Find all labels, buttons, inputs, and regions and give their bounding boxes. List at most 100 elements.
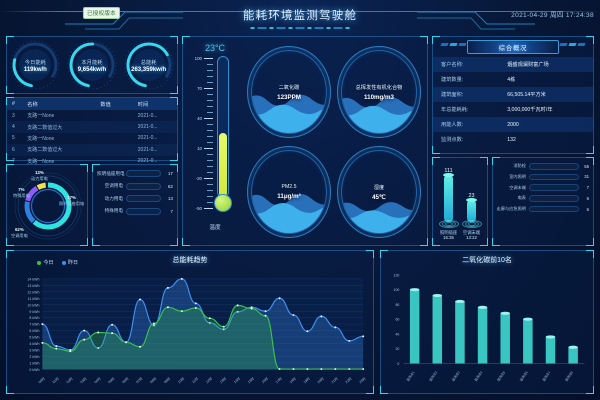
- trend-chart-plot: 0 kWh 1 kWh 2 kWh 3 kWh 4 kWh 5 kWh 6 kWh 7 kWh…: [7, 269, 373, 393]
- donut-label: 13% 动力用电: [31, 170, 48, 181]
- co2-chart-title: 二氧化碳前10名: [462, 257, 512, 264]
- environment-metric[interactable]: 二氧化碳 123PPM: [245, 43, 333, 141]
- svg-text:13时: 13时: [218, 375, 227, 384]
- overview-key: 建筑面积:: [441, 92, 464, 98]
- donut-segment: [24, 182, 72, 230]
- device-bar-value: 55: [584, 163, 589, 169]
- svg-text:6 kWh: 6 kWh: [29, 329, 39, 333]
- donut-segment: [24, 182, 72, 230]
- legend-item[interactable]: 昨日: [61, 259, 78, 266]
- cylinder-base: [438, 220, 459, 229]
- table-cell: 支路一None: [27, 135, 55, 142]
- data-point: [139, 298, 142, 301]
- legend-item[interactable]: 今日: [37, 259, 54, 266]
- data-point: [278, 297, 281, 300]
- scale-tick: [204, 88, 213, 89]
- usage-bar-label: 空调用电: [104, 183, 123, 188]
- device-bar-row: 走廊与应急照明 6: [496, 205, 589, 213]
- overview-row: 年总能耗耗: 3,000,000千瓦时/年: [433, 102, 593, 117]
- thermometer-scale: 100 70 40 10 -20 -50: [189, 56, 213, 211]
- svg-text:监测点5: 监测点5: [496, 370, 507, 382]
- table-row[interactable]: 4 支路二数值过大 2021-0...: [7, 121, 177, 133]
- svg-text:10 kWh: 10 kWh: [27, 303, 39, 307]
- alarm-table-panel: # 名称 数值 时间 3 支路一None 2021-0... 4 支路二数值过大 2021-0.…: [6, 97, 178, 165]
- environment-metric[interactable]: PM2.5 11μg/m³: [245, 143, 333, 241]
- svg-text:19时: 19时: [302, 375, 311, 384]
- svg-text:12时: 12时: [205, 375, 214, 384]
- svg-text:监测点1: 监测点1: [405, 370, 416, 382]
- data-point: [222, 328, 225, 331]
- data-point: [208, 321, 211, 324]
- metric-label: 总挥发性有机化合物: [355, 84, 403, 91]
- cylinder-sublabel: 13:22: [466, 235, 477, 241]
- svg-text:120: 120: [393, 273, 399, 277]
- svg-text:100: 100: [393, 288, 399, 292]
- usage-bar-value: 7: [170, 208, 173, 214]
- alarm-column-header: 数值: [95, 98, 133, 110]
- bar: [409, 288, 420, 364]
- device-bar-track: [528, 195, 579, 202]
- data-point: [166, 286, 169, 289]
- overview-row: 用能人数: 2000: [433, 117, 593, 132]
- bar: [545, 335, 556, 364]
- overview-row: 监测点数: 132: [433, 132, 593, 147]
- table-row[interactable]: 5 支路一None 2021-0...: [7, 133, 177, 144]
- scale-tick: [207, 100, 213, 101]
- data-point: [111, 332, 114, 335]
- trend-legend[interactable]: 今日 昨日: [37, 259, 78, 266]
- bar: [477, 305, 488, 364]
- donut-label: 17% 照明插座用电: [59, 195, 85, 206]
- table-row[interactable]: 6 支路二数值过大 2021-0...: [7, 144, 177, 156]
- table-row[interactable]: 7 支路一None 2021-0...: [7, 156, 177, 167]
- svg-text:12 kWh: 12 kWh: [27, 290, 39, 294]
- scale-tick: [207, 136, 213, 137]
- scale-tick: [204, 208, 213, 209]
- usage-bar-list: 照明插座用电 17 空调用电 62 动力用电 13 特殊用电 7: [93, 165, 177, 215]
- trend-chart-title: 总能耗趋势: [172, 257, 208, 264]
- overview-row: 建筑数量: 4栋: [433, 72, 593, 87]
- svg-text:01时: 01时: [51, 375, 60, 384]
- data-point: [334, 368, 337, 371]
- overview-value: 烟盛观澜财富广场: [507, 62, 549, 68]
- usage-bar-label: 照明插座用电: [97, 170, 125, 176]
- header-dot-strip: [250, 27, 350, 29]
- header-datetime: 2021-04-29 周四 17:24:38: [511, 12, 594, 19]
- device-bar-value: 31: [584, 174, 589, 180]
- data-point: [152, 322, 155, 325]
- overview-decor-left: [440, 43, 467, 46]
- svg-text:14 kWh: 14 kWh: [27, 277, 39, 281]
- svg-text:9 kWh: 9 kWh: [29, 310, 39, 314]
- scale-tick: [207, 160, 213, 161]
- data-point: [362, 335, 365, 338]
- wave-front: [342, 210, 416, 233]
- energy-gauge: 今日能耗 119kw/h: [9, 39, 61, 91]
- data-point: [292, 368, 295, 371]
- table-cell: 支路二数值过大: [27, 147, 63, 154]
- table-cell: 2021-0...: [137, 158, 158, 165]
- data-point: [348, 339, 351, 342]
- svg-text:21时: 21时: [330, 375, 339, 384]
- device-count-panel: 消防栓 55 室内照明 31 空调末端 7 电表 6 走廊与应急照明 6: [492, 157, 594, 246]
- table-cell: 6: [12, 146, 15, 153]
- cylinder-base: [461, 220, 482, 229]
- table-cell: 支路二数值过大: [27, 124, 63, 131]
- gauge-arc: [67, 40, 117, 90]
- energy-trend-panel: 总能耗趋势 今日 昨日 0 kWh 1 kWh 2 kWh 3 kWh 4 kWh 5 kW…: [6, 250, 374, 394]
- svg-text:10时: 10时: [177, 375, 186, 384]
- series-area: [42, 305, 364, 370]
- overview-value: 2000: [507, 121, 519, 128]
- data-point: [236, 304, 239, 307]
- data-point: [278, 368, 281, 371]
- svg-text:22时: 22时: [344, 375, 353, 384]
- environment-metric[interactable]: 总挥发性有机化合物 110mg/m3: [335, 43, 423, 141]
- table-cell: [95, 133, 132, 144]
- svg-text:02时: 02时: [65, 375, 74, 384]
- scale-tick: [207, 196, 213, 197]
- svg-text:监测点8: 监测点8: [563, 370, 574, 382]
- peak-cylinder: 111 照明插座 16:35: [438, 168, 459, 241]
- svg-text:0 kWh: 0 kWh: [29, 368, 39, 372]
- environment-metric[interactable]: 湿度 45℃: [335, 143, 423, 241]
- overview-key: 客户名称:: [441, 62, 464, 68]
- table-row[interactable]: 3 支路一None 2021-0...: [7, 110, 177, 121]
- data-point: [236, 310, 239, 313]
